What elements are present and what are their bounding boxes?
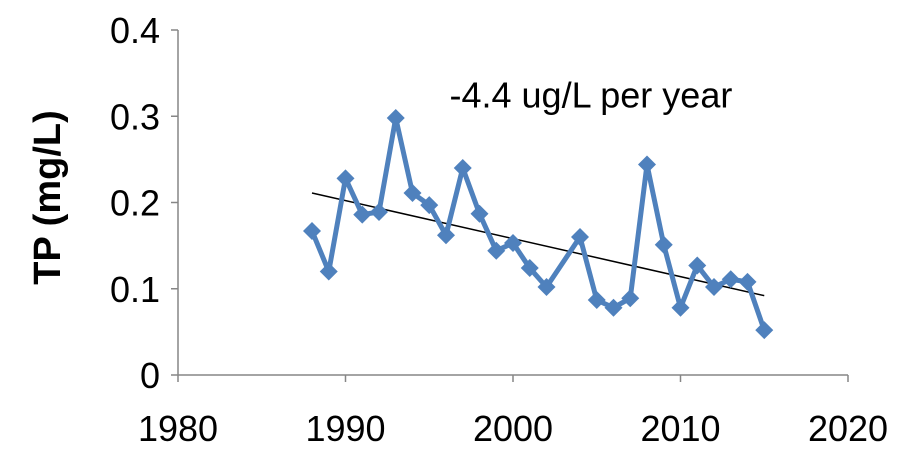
data-point <box>420 196 439 215</box>
data-point <box>353 205 372 224</box>
data-point <box>386 108 405 127</box>
x-tick-label: 2000 <box>473 408 553 449</box>
data-point <box>654 235 673 254</box>
data-point <box>303 221 321 240</box>
data-point <box>688 256 707 275</box>
annotations: -4.4 ug/L per year <box>450 75 733 116</box>
data-point <box>755 321 774 340</box>
data-point <box>437 226 455 245</box>
axes <box>171 29 849 382</box>
data-point <box>453 159 472 177</box>
data-point <box>537 278 556 297</box>
data-point <box>336 169 355 188</box>
data-point <box>370 202 388 221</box>
data-point <box>587 290 606 309</box>
x-tick-label: 1990 <box>305 408 385 449</box>
data-point <box>520 259 539 278</box>
data-point <box>504 234 522 253</box>
data-point <box>638 155 656 174</box>
data-point <box>671 298 690 317</box>
x-tick-label: 2010 <box>640 408 720 449</box>
data-point <box>319 262 338 281</box>
x-tick-label: 2020 <box>808 408 888 449</box>
y-tick-label: 0.4 <box>110 10 160 51</box>
y-tick-label: 0.1 <box>110 269 160 310</box>
data-point <box>738 272 757 291</box>
trendline <box>311 192 765 297</box>
series-line <box>309 115 767 333</box>
y-tick-label: 0.3 <box>110 96 160 137</box>
trend-annotation: -4.4 ug/L per year <box>450 75 733 116</box>
tick-labels: 0 0.1 0.2 0.3 0.4 1980 1990 2000 2010 2020 <box>110 10 888 449</box>
y-tick-label: 0.2 <box>110 183 160 224</box>
series-group <box>303 108 774 340</box>
data-point <box>487 241 506 260</box>
data-point <box>721 270 740 289</box>
x-tick-label: 1980 <box>138 408 218 449</box>
data-point <box>470 204 489 223</box>
y-tick-label: 0 <box>140 355 160 396</box>
data-point <box>403 184 422 203</box>
data-point <box>604 298 623 317</box>
data-point <box>705 278 723 297</box>
data-point <box>621 289 640 308</box>
trendline-group <box>311 192 765 297</box>
data-point <box>571 228 589 246</box>
y-axis-title: TP (mg/L) <box>27 110 69 285</box>
